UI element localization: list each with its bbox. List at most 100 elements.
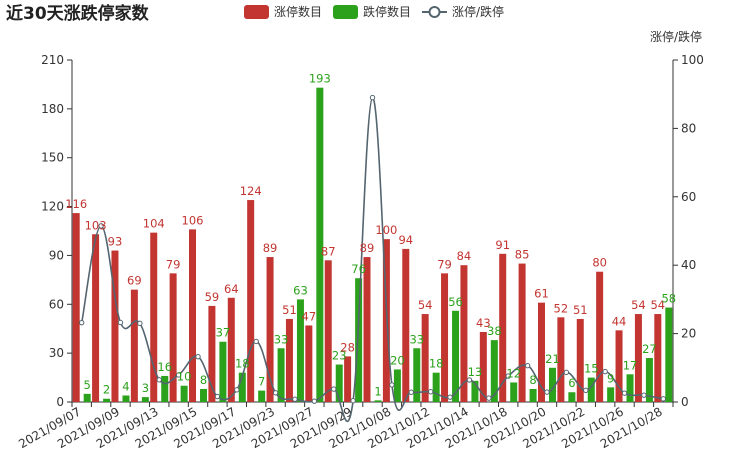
chart-title: 近30天涨跌停家数 — [6, 3, 150, 24]
data-label-limit-down: 63 — [293, 283, 308, 297]
right-axis-tick-label: 60 — [681, 190, 696, 204]
data-label-limit-up: 51 — [282, 303, 297, 317]
legend-label-ratio: 涨停/跌停 — [452, 4, 504, 19]
data-label-limit-up: 61 — [534, 287, 549, 301]
data-label-limit-up: 103 — [85, 218, 107, 232]
legend-label-limit-down: 跌停数目 — [363, 4, 411, 19]
bar-limit-down — [335, 364, 343, 402]
ratio-point — [195, 353, 201, 360]
data-label-limit-up: 51 — [573, 303, 588, 317]
legend-marker-ratio — [428, 6, 441, 18]
legend-item-limit-up[interactable]: 涨停数目 — [244, 4, 322, 19]
legend-item-limit-down[interactable]: 跌停数目 — [333, 4, 411, 19]
data-label-limit-up: 44 — [612, 314, 627, 328]
bar-limit-up — [169, 273, 177, 402]
bar-limit-down — [161, 375, 169, 402]
data-label-limit-down: 16 — [157, 360, 172, 374]
data-label-limit-down: 38 — [487, 324, 502, 338]
data-label-limit-down: 37 — [216, 326, 231, 340]
data-label-limit-up: 94 — [398, 233, 413, 247]
data-label-limit-down: 17 — [623, 358, 638, 372]
ratio-point — [427, 389, 434, 395]
bar-limit-down — [316, 87, 324, 402]
data-label-limit-up: 59 — [205, 290, 220, 304]
bar-limit-down — [122, 395, 130, 402]
bar-limit-down — [432, 372, 440, 402]
ratio-point — [311, 398, 318, 404]
bar-limit-down — [626, 374, 634, 402]
bar-limit-down — [510, 382, 518, 402]
right-axis-tick-label: 0 — [681, 395, 689, 409]
right-axis-name: 涨停/跌停 — [650, 29, 702, 44]
bar-limit-up — [344, 356, 352, 402]
data-label-limit-up: 106 — [182, 213, 204, 227]
data-label-limit-up: 43 — [476, 316, 491, 330]
bar-limit-up — [189, 229, 197, 402]
bar-limit-up — [441, 273, 449, 402]
bar-limit-up — [634, 314, 642, 402]
data-label-limit-down: 6 — [568, 376, 575, 390]
legend-swatch-limit-up — [244, 5, 269, 19]
data-label-limit-up: 80 — [592, 256, 607, 270]
ratio-point — [486, 395, 492, 401]
data-label-limit-up: 79 — [166, 257, 181, 271]
ratio-point — [544, 389, 550, 395]
bar-limit-up — [576, 318, 584, 402]
bar-limit-down — [607, 387, 615, 402]
data-labels: 1165103293469310416791010685937641812478… — [65, 72, 676, 399]
bar-limit-down — [529, 388, 537, 402]
data-label-limit-down: 13 — [468, 365, 483, 379]
bar-limit-down — [374, 400, 382, 402]
data-label-limit-up: 54 — [631, 298, 646, 312]
legend-label-limit-up: 涨停数目 — [274, 4, 322, 19]
bar-limit-up — [266, 257, 274, 402]
bar-limit-up — [208, 305, 216, 402]
data-label-limit-up: 93 — [108, 235, 123, 249]
left-axis-tick-label: 60 — [49, 297, 64, 311]
bar-limit-up — [654, 314, 662, 402]
bar-limit-up — [227, 297, 235, 402]
data-label-limit-down: 15 — [584, 362, 599, 376]
data-label-limit-down: 56 — [448, 295, 463, 309]
bar-limit-down — [258, 390, 266, 402]
data-label-limit-up: 91 — [495, 238, 510, 252]
bar-limit-down — [141, 397, 149, 402]
data-label-limit-up: 104 — [143, 217, 165, 231]
bar-limit-up — [479, 331, 487, 402]
bar-limit-down — [568, 392, 576, 402]
data-label-limit-down: 18 — [235, 357, 250, 371]
right-axis-tick-label: 80 — [681, 121, 696, 135]
ratio-point — [234, 387, 240, 393]
bar-limit-down — [490, 340, 498, 402]
data-label-limit-up: 69 — [127, 274, 142, 288]
bar-limit-down — [665, 307, 673, 402]
data-label-limit-down: 23 — [332, 349, 347, 363]
bar-limit-up — [518, 263, 526, 402]
ratio-point — [641, 392, 647, 398]
ratio-point — [214, 393, 221, 400]
bar-limit-up — [72, 213, 80, 402]
data-label-limit-down: 8 — [529, 373, 536, 387]
bar-limit-down — [587, 377, 595, 402]
data-label-limit-down: 193 — [309, 72, 331, 86]
data-label-limit-down: 4 — [122, 379, 129, 393]
ratio-point — [602, 368, 608, 375]
bar-limit-down — [296, 299, 304, 402]
left-axis-tick-label: 150 — [41, 151, 64, 165]
data-label-limit-down: 3 — [142, 381, 149, 395]
data-label-limit-up: 116 — [65, 197, 87, 211]
ratio-point — [253, 338, 259, 345]
bar-limit-down — [355, 278, 363, 402]
data-label-limit-up: 54 — [650, 298, 665, 312]
bar-limit-down — [645, 358, 653, 402]
data-label-limit-up: 89 — [360, 241, 375, 255]
bar-limit-down — [277, 348, 285, 402]
bar-limit-up — [557, 317, 565, 402]
legend-item-ratio[interactable]: 涨停/跌停 — [422, 4, 504, 19]
data-label-limit-down: 27 — [642, 342, 657, 356]
data-label-limit-down: 21 — [545, 352, 560, 366]
bar-limit-up — [421, 314, 429, 402]
ratio-point — [408, 389, 414, 395]
bar-limit-up — [402, 248, 410, 402]
